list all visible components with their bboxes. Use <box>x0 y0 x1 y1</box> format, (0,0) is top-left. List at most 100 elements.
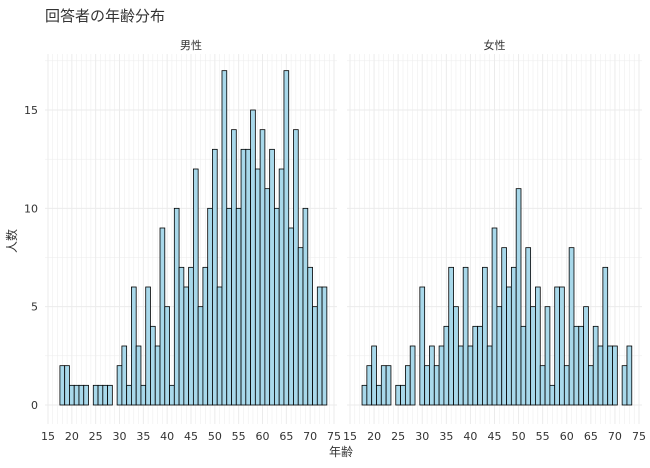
x-tick-label: 15 <box>343 430 357 443</box>
histogram-bar <box>376 384 382 406</box>
histogram-bar <box>535 286 541 406</box>
histogram-bar <box>78 384 85 406</box>
histogram-bar <box>530 306 536 406</box>
histogram-bar <box>259 129 266 406</box>
histogram-bar <box>97 384 104 406</box>
histogram-bar <box>544 306 551 406</box>
histogram-bar <box>226 207 232 406</box>
histogram-bar <box>433 365 440 406</box>
histogram-bar <box>448 266 454 406</box>
histogram-bar <box>135 345 142 406</box>
x-tick-label: 60 <box>560 430 574 443</box>
x-axis-label: 年齢 <box>329 444 353 459</box>
x-tick-label: 20 <box>65 430 79 443</box>
histogram-bar <box>269 148 275 406</box>
histogram-bar <box>102 384 108 406</box>
histogram-bar <box>145 286 151 406</box>
histogram-bar <box>573 325 580 406</box>
histogram-bar <box>419 286 426 406</box>
histogram-bar <box>429 345 435 406</box>
histogram-bar <box>59 365 66 406</box>
chart-title: 回答者の年齢分布 <box>45 7 165 25</box>
histogram-bar <box>612 345 618 406</box>
histogram-bar <box>283 70 290 406</box>
x-tick-label: 25 <box>391 430 405 443</box>
histogram-bar <box>477 325 483 406</box>
histogram-bar <box>380 365 387 406</box>
histogram-bar <box>307 266 313 406</box>
histogram-bar <box>140 384 147 406</box>
x-tick-label: 35 <box>136 430 150 443</box>
x-tick-label: 40 <box>463 430 477 443</box>
histogram-bar <box>245 148 251 406</box>
histogram-bar <box>235 207 242 406</box>
histogram-bar <box>400 384 406 406</box>
histogram-bar <box>159 227 166 406</box>
histogram-bar <box>92 384 99 406</box>
histogram-bar <box>602 266 609 406</box>
histogram-bar <box>395 384 401 406</box>
facet-panel: 男性 15 20 25 30 35 40 45 50 55 60 65 70 75 0 5 10 15 <box>24 38 341 443</box>
histogram-bar <box>202 266 209 406</box>
x-tick-label: 45 <box>184 430 198 443</box>
x-tick-label: 50 <box>512 430 526 443</box>
histogram-bar <box>173 207 180 406</box>
histogram-bar <box>302 207 309 406</box>
x-tick-label: 30 <box>113 430 127 443</box>
histogram-bar <box>510 266 517 406</box>
histogram-bar <box>207 207 213 406</box>
histogram-bar <box>506 286 512 406</box>
x-tick-label: 55 <box>536 430 550 443</box>
histogram-bar <box>316 286 323 406</box>
histogram-bar <box>371 345 377 406</box>
x-tick-label: 70 <box>608 430 622 443</box>
histogram-bar <box>453 306 459 406</box>
histogram-bar <box>549 384 556 406</box>
facet-strip-label: 女性 <box>484 38 506 52</box>
histogram-bar <box>472 325 479 406</box>
histogram-bar <box>515 188 522 406</box>
histogram-bar <box>274 207 280 406</box>
histogram-bar <box>491 227 498 406</box>
histogram-bar <box>385 365 392 406</box>
histogram-bar <box>462 266 469 406</box>
histogram-bar <box>312 306 318 406</box>
histogram-bar <box>216 286 223 406</box>
histogram-bar <box>121 345 128 406</box>
x-tick-label: 35 <box>439 430 453 443</box>
histogram-bar <box>69 384 75 406</box>
x-tick-label: 30 <box>415 430 429 443</box>
histogram-bar <box>520 325 527 406</box>
histogram-bar <box>366 365 373 406</box>
histogram-bar <box>83 384 89 406</box>
histogram-bar <box>192 168 199 406</box>
histogram-bar <box>588 365 594 406</box>
histogram-bar <box>321 286 328 406</box>
histogram-bar <box>501 247 507 406</box>
histogram-bar <box>64 365 70 406</box>
histogram-bar <box>578 325 585 406</box>
facet-panel: 女性 15 20 25 30 35 40 45 50 55 60 65 70 75 <box>343 38 646 443</box>
histogram-bar <box>212 148 218 406</box>
histogram-bar <box>150 325 156 406</box>
histogram-bar <box>169 384 175 406</box>
histogram-bar <box>539 365 546 406</box>
histogram-bar <box>288 227 294 406</box>
histogram-bar <box>496 306 503 406</box>
histogram-bar <box>183 286 190 406</box>
histogram-bar <box>404 365 411 406</box>
histogram-bar <box>73 384 80 406</box>
x-tick-label: 25 <box>89 430 103 443</box>
y-tick-label: 15 <box>24 104 38 117</box>
x-tick-label: 70 <box>303 430 317 443</box>
histogram-bar <box>607 345 613 406</box>
histogram-bar <box>626 345 633 406</box>
y-tick-label: 0 <box>31 399 38 412</box>
histogram-bar <box>188 266 194 406</box>
x-tick-label: 45 <box>488 430 502 443</box>
histogram-bar <box>250 109 256 406</box>
histogram-bar <box>197 306 204 406</box>
histogram-bar <box>438 345 445 406</box>
x-tick-label: 75 <box>632 430 646 443</box>
